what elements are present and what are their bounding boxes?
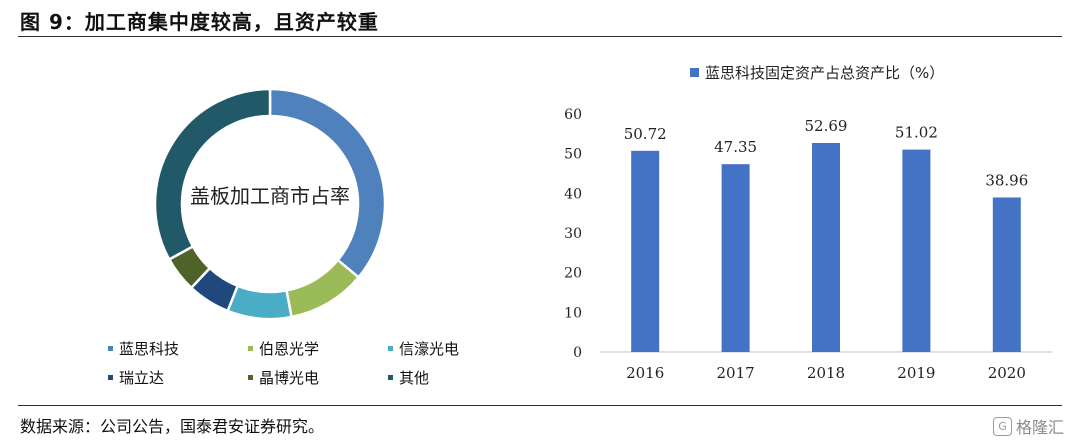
legend-label-2: 信濠光电 [399, 338, 459, 359]
donut-slice-1 [286, 260, 358, 317]
bar-2017 [722, 164, 750, 352]
legend-item-2: 信濠光电 [388, 338, 508, 359]
donut-slice-2 [228, 286, 292, 319]
legend-item-5: 其他 [388, 367, 508, 388]
bottom-rule [18, 405, 1062, 406]
source-note: 数据来源：公司公告，国泰君安证券研究。 [20, 413, 324, 437]
legend-item-3: 瑞立达 [108, 367, 248, 388]
y-tick-label-3: 30 [564, 226, 582, 242]
top-rule [18, 36, 1062, 37]
x-tick-label-2017: 2017 [717, 364, 755, 382]
donut-chart-title: 盖板加工商市占率 [170, 180, 370, 209]
watermark-logo-icon: G [993, 417, 1012, 436]
y-tick-label-5: 50 [564, 147, 582, 163]
bar-2016 [631, 151, 659, 352]
bar-chart: 蓝思科技固定资产占总资产比（%） 0 10 20 30 40 50 60 50.72 2016 47… [540, 56, 1070, 396]
x-tick-label-2018: 2018 [807, 364, 845, 382]
legend-item-1: 伯恩光学 [248, 338, 388, 359]
watermark: G 格隆汇 [993, 414, 1064, 438]
y-tick-label-4: 40 [564, 186, 582, 202]
bar-value-label-2020: 38.96 [985, 171, 1028, 189]
legend-swatch-1 [248, 346, 253, 351]
legend-swatch-4 [248, 375, 253, 380]
bar-value-label-2017: 47.35 [714, 138, 757, 156]
legend-label-4: 晶博光电 [259, 367, 319, 388]
legend-swatch-3 [108, 375, 113, 380]
y-tick-label-2: 20 [564, 266, 582, 282]
watermark-text: 格隆汇 [1016, 414, 1064, 438]
legend-item-4: 晶博光电 [248, 367, 388, 388]
x-tick-label-2019: 2019 [897, 364, 935, 382]
legend-swatch-5 [388, 375, 393, 380]
bar-value-label-2018: 52.69 [805, 117, 848, 135]
donut-slice-5 [155, 89, 270, 259]
legend-swatch-0 [108, 346, 113, 351]
legend-item-0: 蓝思科技 [108, 338, 248, 359]
bar-legend-swatch [690, 68, 699, 77]
x-tick-label-2020: 2020 [988, 364, 1026, 382]
legend-swatch-2 [388, 346, 393, 351]
bar-value-label-2016: 50.72 [624, 125, 667, 143]
legend-label-5: 其他 [399, 367, 429, 388]
legend-label-3: 瑞立达 [119, 367, 164, 388]
legend-label-1: 伯恩光学 [259, 338, 319, 359]
x-tick-label-2016: 2016 [626, 364, 664, 382]
y-tick-label-0: 0 [573, 345, 582, 361]
legend-label-0: 蓝思科技 [119, 338, 179, 359]
y-tick-label-6: 60 [564, 107, 582, 123]
bar-2018 [812, 143, 840, 352]
donut-legend: 蓝思科技 伯恩光学 信濠光电瑞立达 晶博光电 其他 [108, 338, 508, 388]
bar-legend: 蓝思科技固定资产占总资产比（%） [690, 64, 944, 82]
y-tick-label-1: 10 [564, 305, 582, 321]
bar-legend-label: 蓝思科技固定资产占总资产比（%） [705, 64, 944, 82]
bar-value-label-2019: 51.02 [895, 124, 938, 142]
figure-title: 图 9：加工商集中度较高，且资产较重 [20, 6, 379, 35]
bar-2019 [902, 150, 930, 352]
bar-2020 [993, 197, 1021, 352]
